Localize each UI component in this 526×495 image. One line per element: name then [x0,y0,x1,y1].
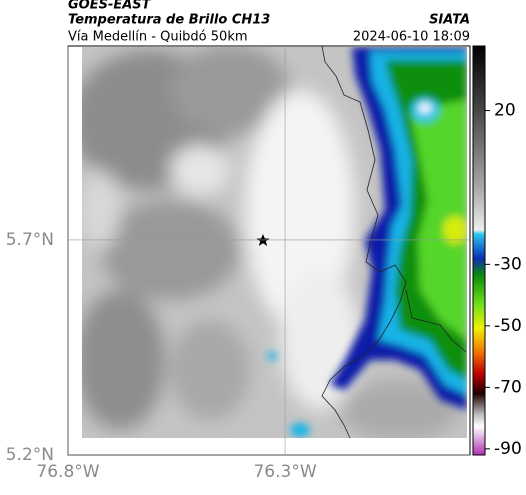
colorbar-tick-label: -70 [494,377,522,397]
source: GOES-EAST [68,0,152,13]
subtitle: Vía Medellín - Quibdó 50km [68,30,248,45]
credit: SIATA [429,13,470,28]
title: Temperatura de Brillo CH13 [68,13,270,28]
satellite-image [82,47,467,438]
colorbar [472,45,486,456]
coastline [321,45,407,439]
timestamp: 2024-06-10 18:09 [353,30,470,45]
lon-tick-label: 76.8°W [36,462,99,482]
lon-tick-label: 76.3°W [253,462,316,482]
colorbar-tick-label: 20 [494,101,516,121]
border [405,289,467,353]
colorbar-tick-label: -90 [494,439,522,459]
colorbar-tick-label: -30 [494,254,522,274]
lat-tick-label: 5.7°N [6,230,54,250]
colorbar-tick-label: -50 [494,316,522,336]
lat-tick-label: 5.2°N [6,445,54,465]
